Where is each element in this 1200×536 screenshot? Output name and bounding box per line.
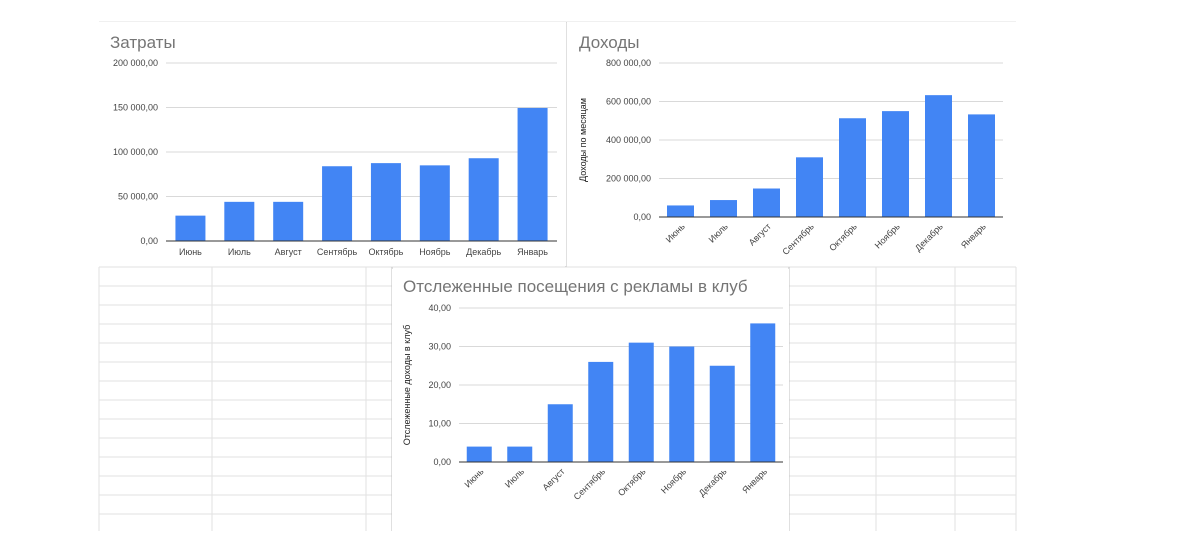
x-tick-label: Декабрь: [466, 247, 501, 257]
bar[interactable]: [175, 215, 206, 241]
x-tick-label: Сентябрь: [317, 247, 358, 257]
bar[interactable]: [925, 95, 952, 217]
x-tick-label: Октябрь: [368, 247, 403, 257]
y-axis-title: Доходы по месяцам: [578, 98, 588, 182]
x-tick-label: Август: [747, 221, 773, 247]
x-tick-label: Январь: [959, 221, 988, 250]
x-tick-label: Декабрь: [913, 221, 945, 253]
bar[interactable]: [839, 118, 866, 217]
bar[interactable]: [322, 166, 353, 241]
bar[interactable]: [547, 404, 573, 462]
y-tick-label: 800 000,00: [606, 58, 651, 68]
bar[interactable]: [370, 163, 401, 241]
chart-visits-svg: Отслеженные посещения с рекламы в клуб 0…: [402, 277, 783, 502]
x-tick-label: Октябрь: [827, 221, 859, 253]
y-tick-label: 0,00: [633, 212, 651, 222]
bar[interactable]: [507, 446, 533, 462]
bar[interactable]: [968, 114, 995, 217]
chart-income-svg: Доходы 0,00 200 000,00 400 000,00 600 000,0…: [578, 33, 1003, 257]
x-tick-label: Июль: [707, 221, 731, 245]
chart-costs[interactable]: Затраты 0,00 50 000,00 100 000,00 150 000,0…: [99, 22, 566, 266]
x-tick-label: Январь: [517, 247, 548, 257]
bar[interactable]: [468, 158, 499, 241]
y-tick-label: 50 000,00: [118, 192, 158, 202]
x-tick-label: Ноябрь: [873, 221, 902, 250]
chart-title: Отслеженные посещения с рекламы в клуб: [403, 277, 748, 296]
bar[interactable]: [750, 323, 776, 462]
x-tick-label: Сентябрь: [780, 221, 816, 257]
bar[interactable]: [709, 365, 735, 462]
x-tick-label: Ноябрь: [419, 247, 451, 257]
x-tick-label: Июнь: [462, 466, 485, 489]
x-tick-label: Сентябрь: [572, 466, 608, 502]
y-tick-label: 0,00: [140, 236, 158, 246]
x-tick-label: Ноябрь: [659, 466, 688, 495]
chart-title: Затраты: [110, 33, 176, 52]
bar[interactable]: [466, 446, 492, 462]
x-tick-label: Июнь: [664, 221, 687, 244]
chart-income[interactable]: Доходы 0,00 200 000,00 400 000,00 600 000,0…: [567, 22, 1016, 266]
y-tick-label: 10,00: [428, 419, 451, 429]
x-tick-label: Июль: [503, 466, 527, 490]
bar[interactable]: [628, 342, 654, 462]
x-tick-label: Июнь: [179, 247, 202, 257]
x-tick-label: Октябрь: [616, 466, 648, 498]
y-tick-label: 0,00: [433, 457, 451, 467]
y-tick-label: 40,00: [428, 303, 451, 313]
y-tick-label: 200 000,00: [113, 58, 158, 68]
chart-costs-svg: Затраты 0,00 50 000,00 100 000,00 150 000,0…: [110, 33, 557, 257]
x-tick-label: Январь: [740, 466, 769, 495]
chart-title: Доходы: [579, 33, 640, 52]
bar[interactable]: [667, 205, 694, 217]
y-tick-label: 200 000,00: [606, 174, 651, 184]
x-tick-label: Август: [540, 466, 566, 492]
x-tick-label: Август: [275, 247, 302, 257]
y-tick-label: 30,00: [428, 342, 451, 352]
bar[interactable]: [517, 107, 548, 241]
bar[interactable]: [796, 157, 823, 217]
chart-visits[interactable]: Отслеженные посещения с рекламы в клуб 0…: [392, 269, 789, 531]
x-tick-label: Декабрь: [697, 466, 729, 498]
bar[interactable]: [273, 201, 304, 241]
y-tick-label: 600 000,00: [606, 97, 651, 107]
y-tick-label: 100 000,00: [113, 147, 158, 157]
x-tick-label: Июль: [228, 247, 251, 257]
y-tick-label: 20,00: [428, 380, 451, 390]
bar[interactable]: [753, 188, 780, 217]
bar[interactable]: [710, 200, 737, 217]
bar[interactable]: [882, 111, 909, 217]
bar[interactable]: [669, 346, 695, 463]
bar[interactable]: [419, 165, 450, 241]
bar[interactable]: [224, 201, 255, 241]
y-tick-label: 150 000,00: [113, 103, 158, 113]
y-axis-title: Отслеженные доходы в клуб: [402, 325, 412, 446]
y-tick-label: 400 000,00: [606, 135, 651, 145]
bar[interactable]: [588, 361, 614, 462]
